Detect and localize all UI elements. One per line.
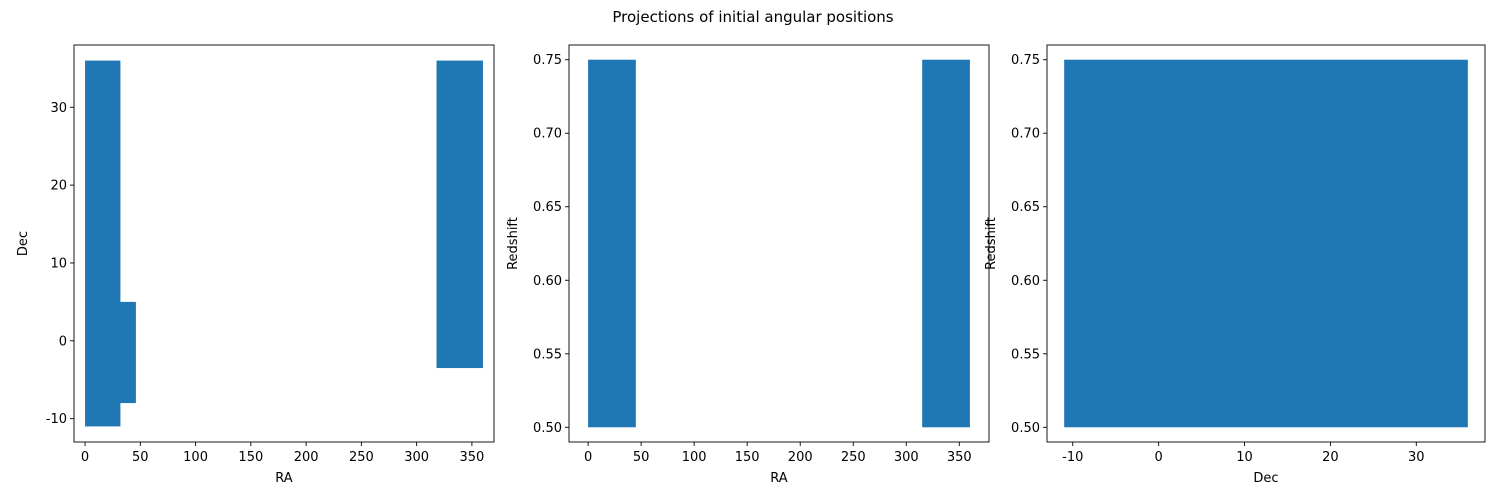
axes-frame — [1046, 44, 1486, 443]
x-tick-label: 100 — [682, 450, 707, 465]
x-tick-label: 30 — [1408, 450, 1425, 465]
y-axis-label: Redshift — [984, 217, 999, 270]
y-tick-label: 0.70 — [533, 127, 562, 142]
y-tick-label: 0.50 — [1011, 421, 1040, 436]
x-axis-label: RA — [275, 471, 293, 486]
y-tick-label: 10 — [50, 256, 67, 271]
x-tick-label: 0 — [584, 450, 592, 465]
scatter-region-2-1 — [588, 59, 636, 428]
subplot-2: 0 50 100 150 200 250 300 350 0.50 0.55 0.60 0.65 0.7… — [506, 44, 990, 486]
x-tick-label: 350 — [459, 450, 484, 465]
x-tick-label: -10 — [1062, 450, 1083, 465]
x-tick-label: 10 — [1236, 450, 1253, 465]
scatter-region-3-1 — [1064, 59, 1468, 428]
y-tick-label: 0.75 — [1011, 53, 1040, 68]
y-tick-label: 0.70 — [1011, 127, 1040, 142]
x-tick-label: 250 — [349, 450, 374, 465]
scatter-region-2-2 — [922, 59, 970, 428]
scatter-region-1-3 — [436, 60, 483, 369]
x-tick-label: 200 — [294, 450, 319, 465]
x-tick-label: 150 — [735, 450, 760, 465]
x-tick-label: 0 — [81, 450, 89, 465]
x-tick-label: 100 — [183, 450, 208, 465]
y-tick-label: 0.55 — [1011, 347, 1040, 362]
x-tick-label: 250 — [841, 450, 866, 465]
axes-frame — [568, 44, 990, 443]
scatter-region-1-1 — [85, 60, 121, 427]
y-tick-label: 0.60 — [1011, 274, 1040, 289]
scatter-region-1-2 — [118, 301, 136, 404]
y-tick-label: 0.75 — [533, 53, 562, 68]
subplot-3: -10 0 10 20 30 0.50 0.55 0.60 0.65 0.70 0.75 Dec Red… — [984, 44, 1486, 486]
y-tick-label: 0 — [59, 334, 67, 349]
x-tick-label: 200 — [788, 450, 813, 465]
y-tick-label: -10 — [46, 412, 67, 427]
x-tick-label: 300 — [894, 450, 919, 465]
figure-title: Projections of initial angular positions — [612, 8, 893, 26]
y-axis-label: Redshift — [506, 217, 521, 270]
y-tick-label: 0.60 — [533, 274, 562, 289]
y-tick-label: 0.65 — [533, 200, 562, 215]
x-tick-label: 300 — [404, 450, 429, 465]
x-axis-label: Dec — [1253, 471, 1278, 486]
y-tick-label: 30 — [50, 101, 67, 116]
subplot-1: 0 50 100 150 200 250 300 350 -10 0 10 20 30 RA Dec — [16, 44, 495, 486]
x-tick-label: 20 — [1322, 450, 1339, 465]
y-axis-label: Dec — [16, 231, 31, 256]
x-axis-label: RA — [770, 471, 788, 486]
y-tick-label: 0.50 — [533, 421, 562, 436]
x-tick-label: 150 — [238, 450, 263, 465]
y-tick-label: 20 — [50, 179, 67, 194]
y-tick-label: 0.65 — [1011, 200, 1040, 215]
x-tick-label: 350 — [947, 450, 972, 465]
x-tick-label: 50 — [633, 450, 650, 465]
x-tick-label: 50 — [132, 450, 149, 465]
y-tick-label: 0.55 — [533, 347, 562, 362]
axes-frame — [73, 44, 495, 443]
x-tick-label: 0 — [1155, 450, 1163, 465]
